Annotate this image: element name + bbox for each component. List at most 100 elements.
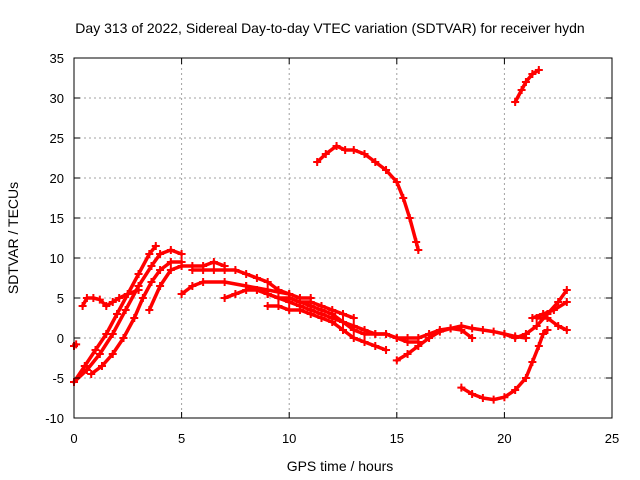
data-point (156, 266, 165, 274)
data-point (543, 326, 552, 334)
series-arc-14 (392, 324, 477, 365)
y-axis-label: SDTVAR / TECUs (5, 182, 21, 294)
data-point (115, 294, 124, 302)
data-point (360, 338, 369, 346)
data-point (412, 238, 421, 246)
data-point (138, 294, 147, 302)
data-point (405, 214, 414, 222)
x-tick-label: 0 (70, 431, 77, 446)
data-point (349, 146, 358, 154)
data-point (188, 282, 197, 290)
data-point (549, 306, 558, 314)
y-tick-label: -10 (45, 411, 64, 426)
grid (74, 58, 612, 418)
data-point (382, 166, 391, 174)
chart-title: Day 313 of 2022, Sidereal Day-to-day VTE… (75, 20, 584, 36)
data-point (339, 326, 347, 334)
data-point (220, 294, 229, 302)
data-point (468, 334, 477, 342)
data-point (562, 326, 571, 334)
data-point (252, 274, 261, 282)
data-point (500, 330, 509, 338)
data-point (91, 346, 100, 354)
data-point (274, 294, 283, 302)
data-point (263, 290, 272, 298)
y-tick-label: 30 (50, 91, 64, 106)
data-point (478, 394, 487, 402)
data-point (252, 286, 261, 294)
data-point (511, 98, 520, 106)
data-point (263, 302, 272, 310)
data-point (145, 306, 154, 314)
data-point (188, 266, 197, 274)
data-point (156, 282, 165, 290)
data-point (177, 290, 186, 298)
data-point (295, 306, 304, 314)
data-point (349, 334, 358, 342)
data-point (274, 302, 283, 310)
data-point (511, 386, 520, 394)
data-point (263, 278, 272, 286)
data-point (97, 362, 106, 370)
data-point (478, 326, 487, 334)
data-point (199, 266, 208, 274)
data-point (220, 266, 229, 274)
data-point (231, 290, 240, 298)
data-point (554, 298, 563, 306)
data-point (166, 266, 175, 274)
series-arc-20 (511, 66, 543, 106)
data-point (328, 314, 337, 322)
data-point (209, 266, 218, 274)
series-arc-16 (457, 326, 552, 404)
data-point (489, 395, 498, 404)
plot-frame (73, 57, 613, 419)
data-point (392, 334, 401, 342)
data-point (349, 322, 358, 330)
data-point (414, 342, 423, 350)
data-point (528, 358, 537, 366)
series-arc-19 (532, 314, 571, 334)
data-point (121, 306, 130, 314)
data-point (108, 350, 117, 358)
data-point (130, 314, 139, 322)
data-point (113, 310, 122, 318)
data-point (532, 322, 541, 330)
ticks: 0 5 10 15 20 25 -10 -5 0 5 10 15 20 25 30 35 (45, 51, 619, 446)
series-line (89, 260, 184, 376)
data-point (242, 270, 251, 278)
data-point (313, 158, 322, 166)
x-tick-label: 20 (497, 431, 511, 446)
data-point (528, 70, 537, 78)
data-point (543, 314, 552, 322)
data-point (360, 150, 369, 158)
series-arc-17 (500, 286, 571, 342)
data-point (87, 370, 96, 378)
data-point (321, 150, 330, 158)
data-point (242, 282, 251, 290)
data-point (562, 286, 571, 294)
data-point (382, 330, 391, 338)
y-tick-label: 5 (57, 291, 64, 306)
data-point (382, 346, 391, 354)
series-line (530, 300, 569, 320)
data-point (392, 178, 401, 186)
data-point (166, 258, 175, 266)
data-point (457, 383, 466, 392)
y-tick-label: -5 (52, 371, 64, 386)
data-point (274, 286, 283, 294)
y-tick-label: 0 (57, 331, 64, 346)
data-point (341, 146, 350, 154)
y-tick-label: 20 (50, 171, 64, 186)
data-point (306, 306, 315, 314)
data-point (392, 356, 401, 365)
data-point (360, 326, 369, 334)
x-axis-label: GPS time / hours (287, 458, 394, 474)
data-point (511, 334, 520, 342)
y-tick-label: 25 (50, 131, 64, 146)
data-point (209, 258, 218, 266)
data-point (539, 330, 548, 338)
series-line (534, 316, 569, 332)
data-point (399, 194, 408, 202)
x-tick-label: 15 (390, 431, 404, 446)
